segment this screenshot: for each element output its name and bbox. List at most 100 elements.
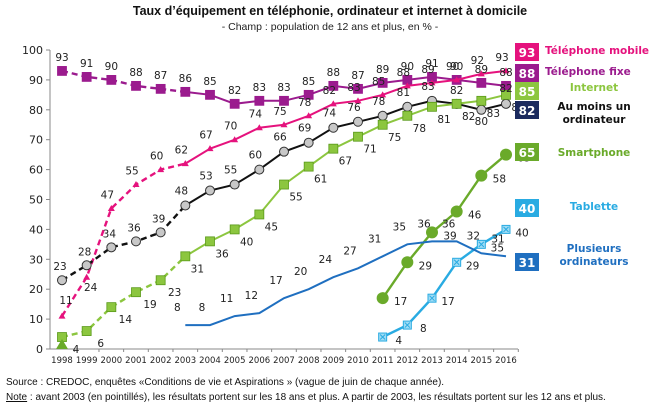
point-ordinateur: [279, 146, 289, 157]
data-label-internet: 6: [97, 338, 104, 350]
point-smartphone: [500, 148, 512, 161]
legend-label-tablette: Tablette: [570, 201, 618, 213]
point-fixe: [254, 95, 265, 106]
data-label-fixe: 91: [425, 58, 438, 70]
data-label-ordinateur: 80: [475, 116, 488, 128]
point-smartphone: [426, 226, 438, 239]
data-label-smartphone: 46: [468, 209, 482, 221]
data-label-ordinateur: 36: [127, 222, 141, 234]
data-label-mobile: 74: [249, 109, 263, 121]
series-line-mobile-dashed: [60, 162, 186, 317]
data-label-mobile: 89: [421, 64, 434, 76]
point-fixe: [303, 89, 314, 100]
data-label-fixe: 86: [179, 73, 193, 85]
point-ordinateur: [180, 200, 191, 211]
point-mobile: [403, 82, 411, 89]
point-mobile: [132, 181, 140, 188]
point-ordinateur: [303, 137, 314, 148]
y-tick-label: 30: [29, 253, 43, 266]
data-label-internet: 19: [143, 299, 156, 311]
data-label-plusieurs: 17: [269, 275, 282, 287]
series-line-ordinateur: [184, 99, 507, 207]
point-internet: [254, 209, 265, 220]
data-label-mobile: 47: [101, 189, 114, 201]
series-line-plusieurs: [185, 240, 507, 327]
legend-badge-value: 85: [519, 85, 536, 99]
x-tick-label: 2001: [125, 356, 147, 366]
data-label-plusieurs: 27: [343, 245, 356, 257]
data-label-fixe: 88: [129, 67, 142, 79]
data-label-tablette: 35: [491, 242, 504, 254]
point-ordinateur: [131, 236, 141, 247]
point-internet: [476, 95, 487, 106]
point-fixe: [353, 83, 363, 94]
legend-badge-value: 40: [519, 202, 536, 216]
point-internet: [328, 143, 339, 154]
data-label-tablette: 8: [420, 323, 427, 335]
x-tick-label: 2010: [347, 356, 369, 366]
legend-label-mobile: Téléphone mobile: [545, 45, 649, 57]
data-label-ordinateur: 76: [347, 102, 361, 114]
data-label-ordinateur: 66: [273, 132, 287, 144]
point-fixe: [229, 98, 240, 109]
point-tablette-x: [404, 322, 411, 328]
point-fixe: [131, 80, 141, 91]
point-mobile: [157, 166, 165, 173]
point-smartphone: [475, 169, 488, 182]
legend-item-smartphone: 65 Smartphone: [515, 143, 630, 161]
note-label: Note: [6, 392, 28, 403]
point-internet: [427, 101, 437, 112]
note-text: : avant 2003 (en pointillés), les résult…: [27, 392, 606, 403]
data-label-mobile: 93: [495, 52, 508, 64]
data-label-mobile: 82: [323, 85, 336, 97]
y-tick-label: 40: [29, 223, 43, 236]
point-internet: [155, 275, 166, 286]
x-tick-label: 1998: [51, 356, 73, 366]
data-label-fixe: 93: [55, 52, 68, 64]
data-label-plusieurs: 31: [368, 233, 381, 245]
y-tick-label: 90: [29, 74, 43, 87]
data-label-internet: 55: [289, 192, 302, 204]
point-fixe: [377, 77, 388, 88]
data-label-plusieurs: 8: [174, 302, 181, 314]
point-mobile: [107, 204, 115, 211]
legend-label-plusieurs: Plusieurs: [567, 243, 622, 255]
data-label-plusieurs: 36: [442, 218, 456, 230]
point-internet: [353, 131, 363, 142]
legend-label-internet: Internet: [570, 82, 618, 94]
data-label-ordinateur: 55: [224, 165, 237, 177]
point-internet: [279, 179, 289, 190]
data-label-smartphone: 29: [419, 260, 432, 272]
point-fixe: [81, 72, 92, 82]
data-label-fixe: 83: [277, 82, 290, 94]
data-label-plusieurs: 8: [199, 302, 206, 314]
data-label-ordinateur: 82: [499, 83, 512, 95]
y-tick-label: 60: [29, 164, 43, 177]
data-label-ordinateur: 28: [78, 246, 91, 258]
legend-badge-fixe: [515, 64, 539, 82]
point-internet: [451, 98, 462, 109]
point-mobile: [477, 70, 485, 77]
legend-label-ordinateur: ordinateur: [563, 114, 627, 126]
point-internet: [106, 302, 117, 313]
data-label-ordinateur: 74: [323, 108, 337, 120]
data-label-fixe: 87: [351, 70, 364, 82]
data-label-tablette: 40: [515, 227, 528, 239]
series-line-tablette: [382, 228, 507, 339]
data-label-plusieurs: 32: [467, 230, 480, 242]
data-label-ordinateur: 48: [175, 185, 188, 197]
legend-badge-plusieurs: [515, 253, 539, 271]
point-smartphone: [376, 292, 389, 305]
data-label-internet: 45: [265, 221, 278, 233]
data-label-mobile: 62: [175, 145, 188, 157]
data-label-fixe: 90: [450, 61, 463, 73]
point-internet: [303, 161, 314, 172]
data-label-fixe: 82: [228, 85, 241, 97]
data-label-internet: 14: [119, 314, 133, 326]
point-mobile: [231, 136, 239, 143]
legend-item-tablette: 40 Tablette: [515, 199, 618, 217]
data-label-ordinateur: 34: [103, 228, 117, 240]
